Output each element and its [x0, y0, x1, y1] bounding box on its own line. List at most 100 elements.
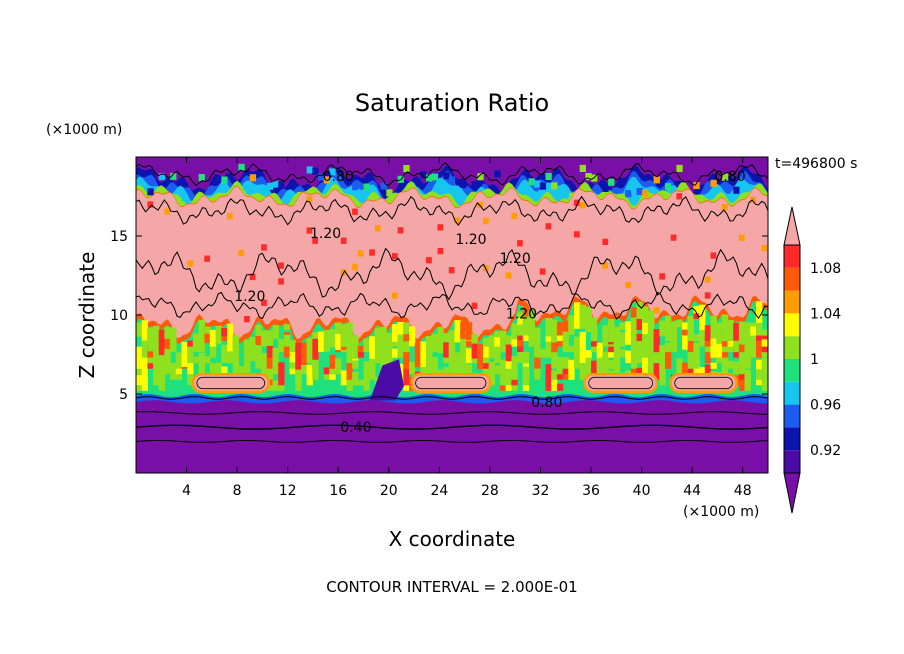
field-cell — [693, 334, 700, 342]
field-cell — [465, 364, 473, 375]
field-cell — [266, 330, 274, 346]
field-cell — [647, 310, 655, 337]
contour-labels: 0.80 0.80 1.20 1.20 1.20 1.20 1.20 0.80 0.40 — [234, 169, 745, 436]
x-tick-label: 28 — [481, 483, 499, 499]
field-cell — [653, 176, 660, 184]
field-cell — [670, 321, 677, 344]
field-cell — [693, 342, 700, 369]
field-cell — [562, 191, 569, 199]
field-cell — [568, 345, 575, 353]
field-cell — [158, 329, 166, 356]
field-cell — [710, 179, 717, 187]
field-cell — [562, 335, 569, 353]
field-cell — [278, 181, 285, 189]
field-cell — [500, 361, 507, 380]
field-cell — [721, 344, 729, 353]
field-cell — [374, 327, 382, 343]
field-cell — [443, 333, 450, 343]
field-cell — [562, 357, 569, 369]
field-cell — [289, 362, 296, 369]
field-cell — [721, 204, 728, 211]
x-tick-label: 36 — [582, 483, 600, 499]
contour-label: 1.20 — [455, 232, 486, 248]
field-cell — [283, 324, 291, 330]
field-cell — [517, 340, 524, 347]
field-cell — [545, 223, 552, 230]
field-cell — [471, 302, 478, 309]
field-cell — [266, 357, 274, 364]
field-cell — [312, 237, 318, 244]
field-cell — [215, 362, 222, 369]
field-cell — [306, 166, 313, 174]
field-cell — [192, 336, 200, 347]
field-cell — [500, 359, 507, 369]
field-cell — [289, 346, 296, 353]
field-cell — [693, 313, 700, 319]
field-cell — [670, 340, 677, 347]
field-cell — [602, 357, 609, 375]
contour-0.80-upper — [136, 162, 768, 187]
field-cell — [704, 342, 712, 364]
field-cell — [687, 344, 694, 364]
field-cell — [721, 349, 729, 358]
field-cell — [414, 342, 421, 368]
field-cell — [312, 332, 319, 339]
field-cell — [346, 361, 353, 380]
field-cell — [420, 171, 427, 179]
field-cell — [619, 348, 626, 358]
field-cell — [653, 307, 660, 314]
field-cell — [295, 342, 302, 370]
field-cell — [613, 338, 621, 358]
field-cell — [562, 372, 569, 380]
field-cell — [625, 281, 631, 289]
plot-area — [136, 157, 768, 473]
field-cell — [556, 356, 564, 375]
field-cell — [534, 180, 541, 188]
field-cell — [579, 202, 586, 209]
saturation-field — [136, 157, 768, 473]
field-cell — [170, 366, 177, 375]
field-cell — [545, 330, 552, 358]
field-cell — [278, 339, 285, 353]
field-cell — [352, 371, 359, 386]
field-cell — [420, 358, 427, 386]
field-cell — [170, 172, 177, 180]
field-cell — [500, 380, 507, 391]
field-cell — [403, 350, 410, 358]
field-cell — [158, 370, 166, 391]
field-cell — [733, 186, 740, 194]
field-cell — [494, 337, 501, 347]
field-cell — [306, 364, 313, 386]
field-cell — [357, 347, 365, 358]
field-cell — [738, 321, 746, 345]
field-cell — [386, 333, 393, 359]
pink-lens-1 — [410, 373, 492, 393]
field-cell — [630, 349, 638, 369]
field-cell — [409, 361, 416, 375]
field-cell — [443, 341, 450, 358]
field-cell — [699, 367, 706, 375]
field-cell — [261, 244, 267, 251]
field-cell — [545, 173, 552, 181]
field-cell — [585, 173, 592, 181]
field-cell — [238, 163, 245, 171]
field-cell — [505, 356, 512, 369]
field-cell — [204, 356, 211, 364]
field-cell — [704, 292, 711, 299]
field-cell — [204, 326, 211, 344]
colorbar-swatch — [784, 427, 800, 451]
field-cell — [551, 319, 558, 342]
field-cell — [511, 212, 518, 220]
field-cell — [579, 363, 586, 375]
field-cell — [528, 178, 535, 186]
field-cell — [340, 370, 348, 386]
field-cell — [545, 364, 552, 391]
field-cell — [494, 170, 501, 178]
lens-contour-0 — [196, 376, 266, 390]
x-tick-label: 12 — [279, 483, 297, 499]
field-cell — [392, 292, 398, 299]
field-cell — [642, 306, 649, 323]
field-cell — [630, 366, 638, 375]
field-cell — [232, 358, 239, 380]
field-cell — [261, 330, 268, 347]
